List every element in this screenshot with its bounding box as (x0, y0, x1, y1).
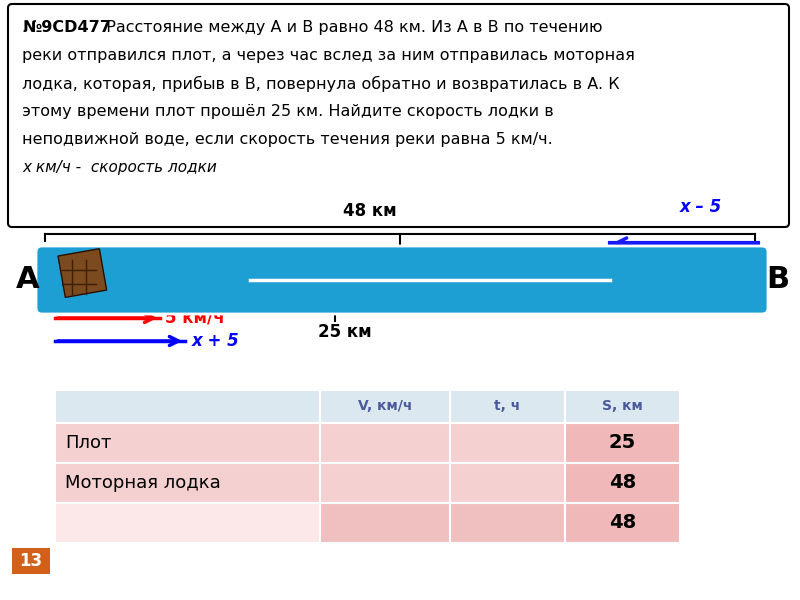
Bar (450, 503, 565, 543)
Text: B: B (766, 265, 790, 295)
Bar (58, 249, 106, 298)
Text: лодка, которая, прибыв в B, повернула обратно и возвратилась в A. К: лодка, которая, прибыв в B, повернула об… (22, 76, 620, 92)
Bar (565, 503, 680, 543)
FancyBboxPatch shape (8, 4, 789, 227)
Text: x км/ч -  скорость лодки: x км/ч - скорость лодки (22, 160, 217, 175)
Bar (565, 390, 680, 423)
Bar (55, 503, 320, 543)
Text: Расстояние между A и B равно 48 км. Из A в B по течению: Расстояние между A и B равно 48 км. Из A… (96, 20, 602, 35)
Text: S, км: S, км (602, 400, 643, 413)
Text: 25: 25 (609, 433, 636, 452)
Text: 48: 48 (609, 514, 636, 533)
Bar (565, 423, 680, 463)
Text: Плот: Плот (65, 434, 111, 452)
Text: Моторная лодка: Моторная лодка (65, 474, 221, 492)
Bar (55, 423, 320, 463)
Text: неподвижной воде, если скорость течения реки равна 5 км/ч.: неподвижной воде, если скорость течения … (22, 132, 553, 147)
Bar (450, 463, 565, 503)
Text: V, км/ч: V, км/ч (358, 400, 412, 413)
Bar (320, 463, 450, 503)
Bar (55, 390, 320, 423)
Bar (320, 503, 450, 543)
Text: 13: 13 (19, 552, 42, 570)
Text: 25 км: 25 км (318, 323, 372, 341)
Bar (565, 463, 680, 503)
Bar (450, 390, 565, 423)
Text: 48: 48 (609, 473, 636, 493)
Bar (320, 390, 450, 423)
Text: реки отправился плот, а через час вслед за ним отправилась моторная: реки отправился плот, а через час вслед … (22, 48, 635, 63)
Text: t, ч: t, ч (494, 400, 521, 413)
Bar (12, 548, 50, 574)
Bar (320, 423, 450, 463)
Text: 5 км/ч: 5 км/ч (165, 309, 225, 327)
Text: x + 5: x + 5 (192, 332, 240, 350)
Bar (55, 463, 320, 503)
FancyBboxPatch shape (36, 246, 768, 314)
Bar (450, 423, 565, 463)
Text: 48 км: 48 км (343, 202, 397, 220)
Text: этому времени плот прошёл 25 км. Найдите скорость лодки в: этому времени плот прошёл 25 км. Найдите… (22, 104, 554, 119)
Text: x – 5: x – 5 (680, 198, 722, 216)
Text: №9CD477: №9CD477 (22, 20, 111, 35)
Text: A: A (16, 265, 40, 295)
